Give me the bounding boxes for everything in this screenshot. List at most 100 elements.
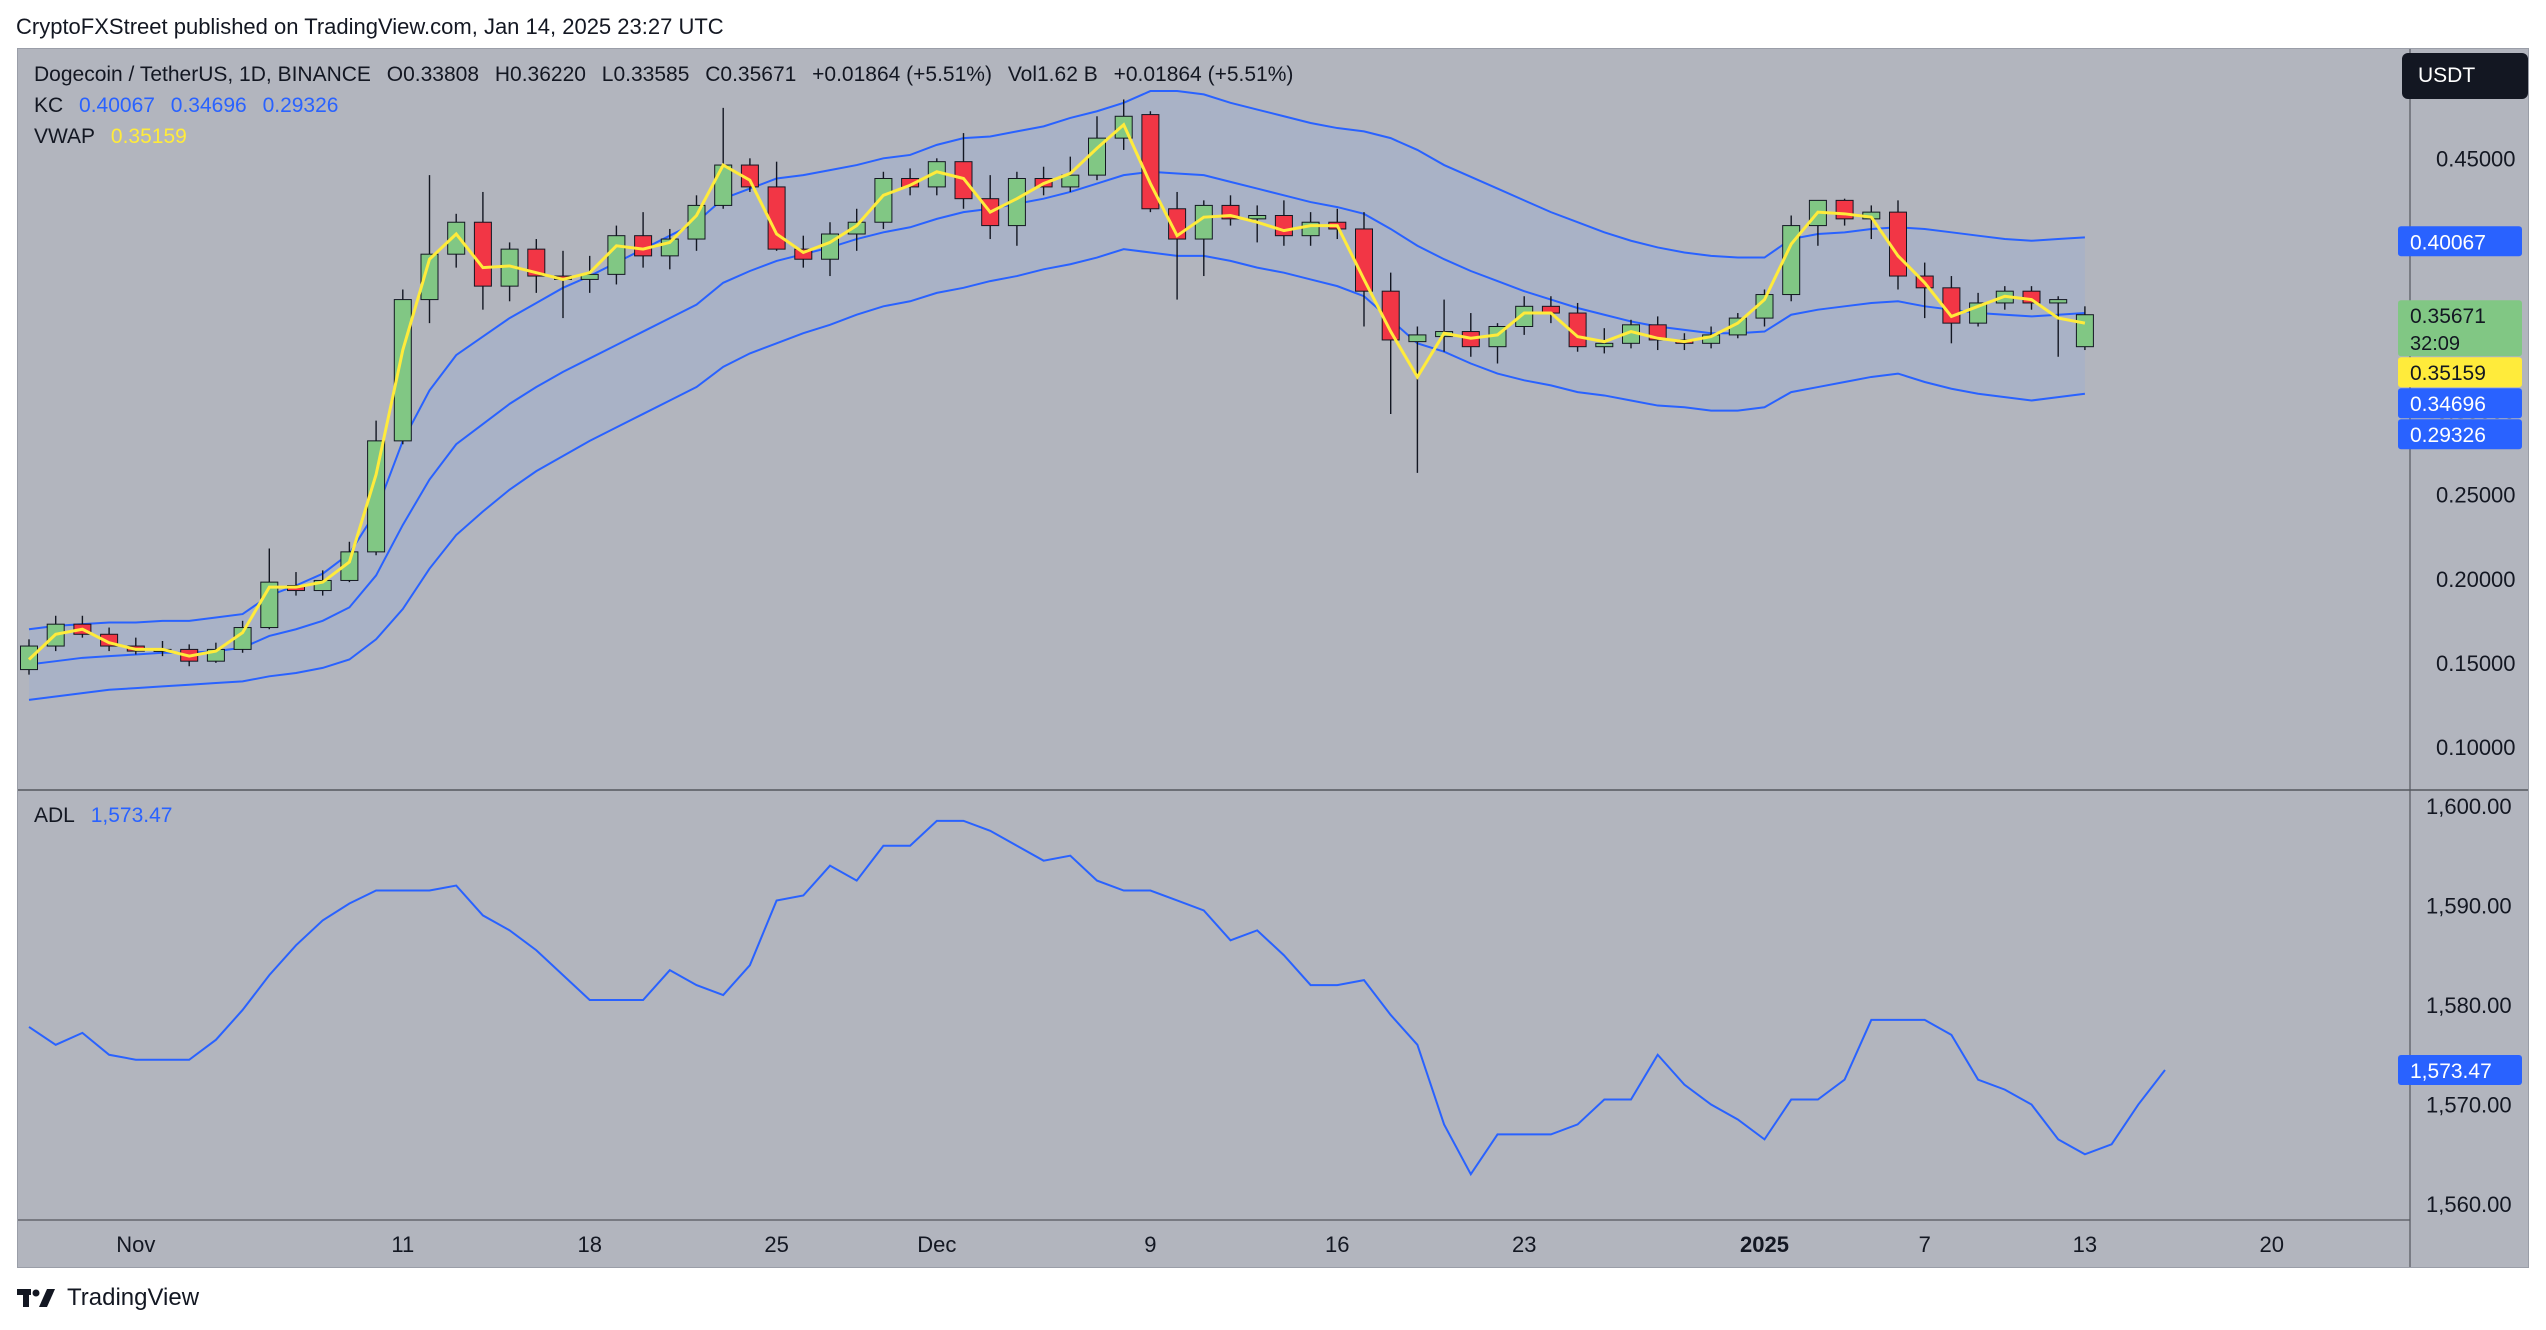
candle-body-down [901, 178, 920, 188]
publish-caption: CryptoFXStreet published on TradingView.… [16, 14, 724, 39]
badge-close-bg [2398, 300, 2522, 357]
candle [927, 158, 946, 196]
adl-tick-label: 1,570.00 [2426, 1093, 2512, 1118]
time-tick-label: 11 [391, 1232, 414, 1257]
vwap-line [27, 122, 2086, 661]
candle-body-down [473, 221, 492, 287]
candle [740, 158, 759, 192]
legend-volume: Vol1.62 B [1007, 63, 1098, 86]
adl-tick-label: 1,590.00 [2426, 893, 2512, 918]
candle [447, 213, 466, 268]
candle-body-down [794, 248, 813, 260]
legend-ohlc: Dogecoin / TetherUS, 1D, BINANCE O0.3380… [34, 63, 1303, 87]
legend-close: C0.35671 [705, 63, 797, 86]
tradingview-brand: TradingView [67, 1284, 200, 1311]
candle [901, 168, 920, 196]
badge-kc-upper-bg [2398, 226, 2522, 257]
legend-kc-upper: 0.40067 [79, 94, 155, 117]
badge-adl: 1,573.47 [2410, 1060, 2492, 1083]
candle [1248, 205, 1267, 243]
candle [2049, 296, 2068, 357]
candle [340, 541, 359, 583]
legend-kc-middle: 0.34696 [170, 94, 247, 117]
candle-body-up [1595, 342, 1614, 348]
candle [527, 239, 546, 293]
candle [233, 620, 252, 653]
time-tick-label: 16 [1325, 1232, 1349, 1257]
legend-vwap[interactable]: VWAP 0.35159 [34, 125, 197, 149]
legend-kc[interactable]: KC 0.40067 0.34696 0.29326 [34, 94, 348, 118]
legend-change: +0.01864 (+5.51%) [812, 63, 992, 86]
candle-body-up [714, 164, 733, 206]
kc-band-fill [29, 91, 2085, 700]
candle-body-up [393, 299, 412, 442]
legend-symbol: Dogecoin / TetherUS, 1D, BINANCE [34, 63, 371, 86]
currency-selector[interactable]: USDT [2402, 53, 2528, 99]
candle-body-up [420, 253, 439, 301]
kc-lower-line [28, 248, 2086, 701]
candle [1515, 296, 1534, 335]
candle-body-down [1835, 199, 1854, 220]
candle [1782, 215, 1801, 302]
candle-body-down [634, 235, 653, 257]
tradingview-footer[interactable]: TradingView [17, 1284, 199, 1312]
time-tick-label: 25 [764, 1232, 788, 1257]
candle [1728, 313, 1747, 339]
candle-body-up [874, 178, 893, 223]
candle [500, 242, 519, 302]
time-tick-label: 2025 [1740, 1232, 1789, 1257]
badge-kc-lower: 0.29326 [2410, 424, 2486, 447]
adl-line [28, 819, 2166, 1177]
legend-adl-label: ADL [34, 804, 75, 827]
legend-vwap-label: VWAP [34, 125, 96, 148]
candle [1007, 171, 1026, 246]
price-tick-label: 0.25000 [2436, 483, 2516, 508]
candle-body-up [340, 551, 359, 581]
candle-body-up [1515, 305, 1534, 327]
candle-body-up [1061, 174, 1080, 188]
candle-body-up [1408, 334, 1427, 343]
legend-adl[interactable]: ADL 1,573.47 [34, 804, 182, 828]
legend-kc-label: KC [34, 94, 64, 117]
candle-body-up [447, 221, 466, 255]
time-tick-label: 23 [1512, 1232, 1536, 1257]
badge-kc-middle: 0.34696 [2410, 393, 2486, 416]
badge-countdown: 32:09 [2410, 333, 2460, 355]
candle [847, 208, 866, 251]
time-tick-label: 20 [2260, 1232, 2284, 1257]
candle-body-up [847, 221, 866, 235]
badge-adl-bg [2398, 1054, 2522, 1085]
candle [874, 171, 893, 229]
candle-body-up [2075, 314, 2094, 348]
candle [367, 420, 386, 556]
candle-body-up [580, 273, 599, 280]
badge-kc-lower-bg [2398, 419, 2522, 450]
price-tick-label: 0.10000 [2436, 735, 2516, 760]
candle [100, 627, 119, 652]
candle [393, 289, 412, 445]
candle [473, 191, 492, 310]
badge-kc-middle-bg [2398, 388, 2522, 419]
price-tick-label: 0.45000 [2436, 146, 2516, 171]
time-tick-label: 18 [577, 1232, 601, 1257]
price-tick-label: 0.20000 [2436, 567, 2516, 592]
legend-kc-lower: 0.29326 [262, 94, 339, 117]
chart-frame[interactable]: 0.100000.150000.200000.250000.300000.350… [17, 48, 2529, 1268]
time-tick-label: 9 [1144, 1232, 1156, 1257]
price-tick-label: 0.15000 [2436, 651, 2516, 676]
adl-tick-label: 1,560.00 [2426, 1192, 2512, 1217]
legend-high: H0.36220 [494, 63, 586, 86]
chart-canvas[interactable]: 0.100000.150000.200000.250000.300000.350… [18, 49, 2529, 1268]
badge-vwap: 0.35159 [2410, 362, 2486, 385]
candle-body-up [367, 440, 386, 553]
legend-low: L0.33585 [601, 63, 690, 86]
candle-body-down [1274, 215, 1293, 237]
time-tick-label: Nov [116, 1232, 155, 1257]
adl-tick-label: 1,580.00 [2426, 993, 2512, 1018]
legend-adl-value: 1,573.47 [90, 804, 173, 827]
tradingview-logo-icon [17, 1289, 55, 1307]
badge-vwap-bg [2398, 357, 2522, 388]
adl-tick-label: 1,600.00 [2426, 794, 2512, 819]
badge-kc-upper: 0.40067 [2410, 231, 2486, 254]
legend-volume-change: +0.01864 (+5.51%) [1113, 63, 1294, 86]
